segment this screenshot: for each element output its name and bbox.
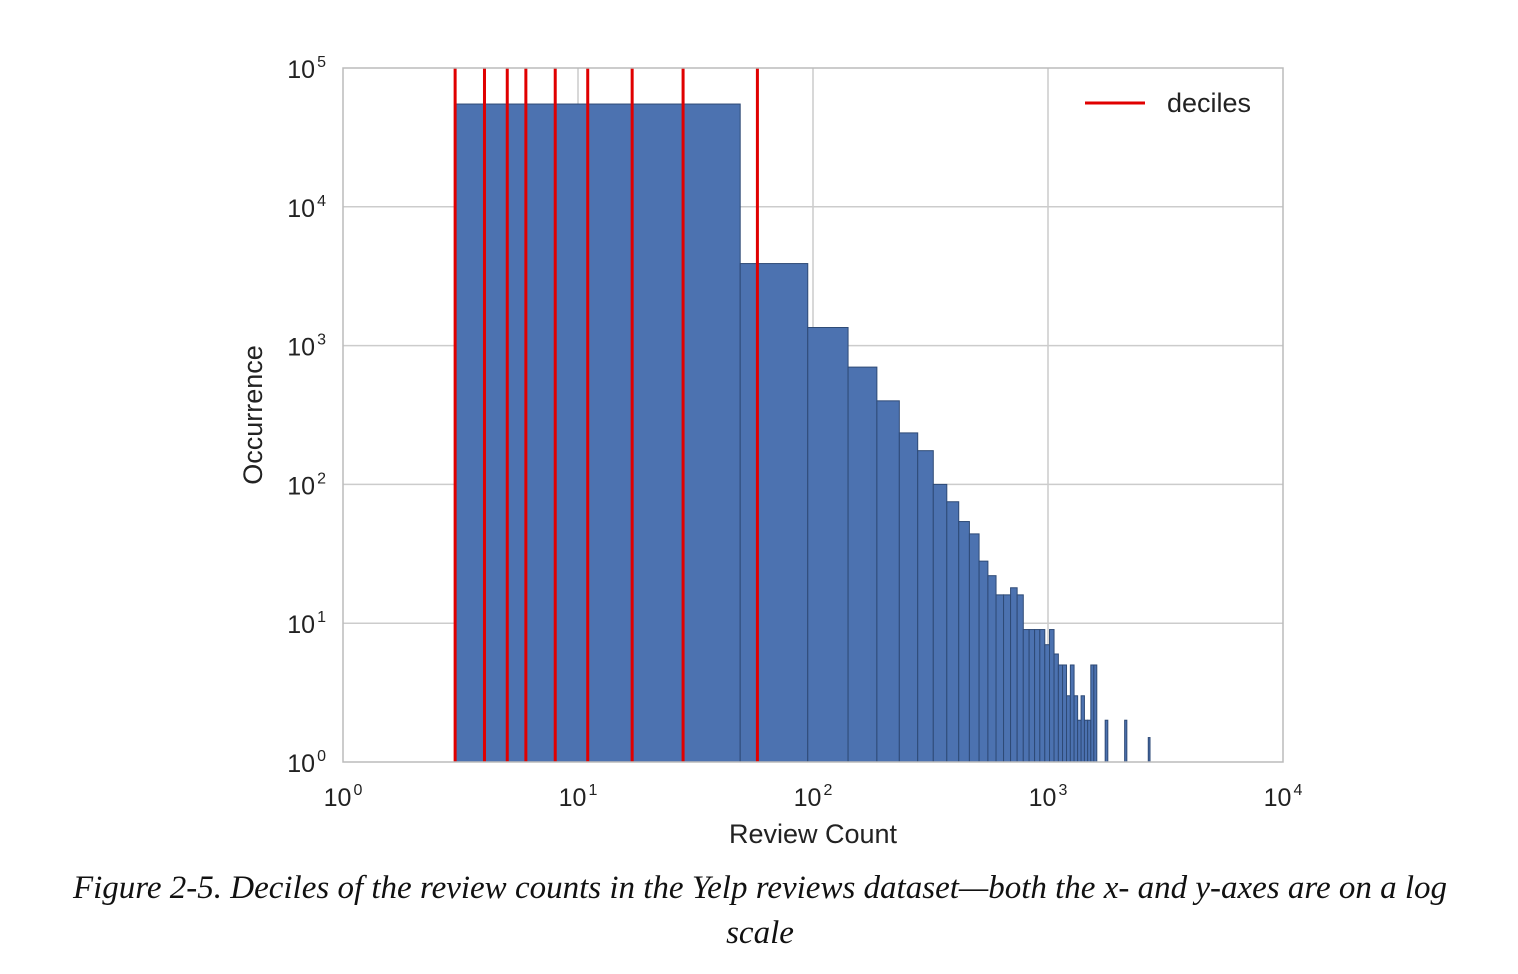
histogram-bar	[739, 263, 809, 763]
histogram-bar	[1073, 695, 1079, 763]
histogram-bar	[1104, 719, 1109, 763]
histogram-bar	[1003, 594, 1012, 763]
histogram-bar	[978, 560, 989, 763]
legend-deciles-label: deciles	[1167, 88, 1251, 118]
decile-lines	[453, 68, 759, 762]
histogram-bar	[1093, 664, 1098, 763]
histogram-bar	[1044, 644, 1051, 763]
plot-frame	[342, 67, 1284, 763]
histogram-bar	[1069, 664, 1075, 763]
y-tick-label: 10 2	[287, 470, 326, 500]
histogram-bar	[995, 594, 1005, 763]
histogram-bar	[898, 432, 919, 763]
x-tick-label: 10 3	[1029, 782, 1068, 812]
y-tick-label: 10 1	[287, 609, 326, 639]
histogram-bar	[1039, 629, 1046, 763]
histogram-bar	[1053, 653, 1059, 763]
histogram-bar	[917, 450, 934, 763]
histogram-bar	[958, 521, 970, 763]
histogram-bar	[1022, 629, 1030, 763]
histogram-bar	[807, 327, 849, 763]
y-axis-label: Occurrence	[238, 345, 268, 485]
histogram-bar	[1066, 695, 1071, 763]
histogram-bar	[847, 366, 878, 763]
histogram-bar	[1147, 737, 1151, 763]
histogram-bar	[1057, 664, 1064, 763]
histogram-bar	[1028, 629, 1036, 763]
histogram-bar	[876, 400, 900, 763]
histogram-bar	[968, 533, 980, 763]
histogram-bar	[1077, 719, 1082, 763]
figure-caption: Figure 2-5. Deciles of the review counts…	[72, 870, 1448, 951]
histogram-bar	[1049, 629, 1055, 763]
histogram-bar	[1016, 594, 1024, 763]
y-tick-label: 10 5	[287, 54, 326, 84]
x-tick-label: 10 4	[1264, 782, 1303, 812]
histogram-bar	[1034, 629, 1041, 763]
histogram-bar	[1062, 664, 1068, 763]
x-tick-label: 10 2	[794, 782, 833, 812]
x-axis-label: Review Count	[729, 819, 898, 849]
legend: deciles	[1085, 88, 1251, 118]
y-tick-label: 10 0	[287, 748, 326, 778]
histogram-bar	[1080, 695, 1085, 763]
x-tick-label: 10 1	[559, 782, 598, 812]
histogram-bar	[987, 575, 997, 763]
x-tick-label: 10 0	[324, 782, 363, 812]
histogram-bar	[1010, 587, 1018, 763]
y-tick-label: 10 3	[287, 332, 326, 362]
histogram-bar	[1124, 719, 1128, 763]
x-axis-ticks: 10 0 10 1 10 2 10 3 10 4	[324, 782, 1303, 812]
histogram-bar	[454, 103, 741, 763]
histogram-bar	[932, 483, 948, 763]
histogram-bar	[946, 501, 960, 763]
y-tick-label: 10 4	[287, 193, 326, 223]
